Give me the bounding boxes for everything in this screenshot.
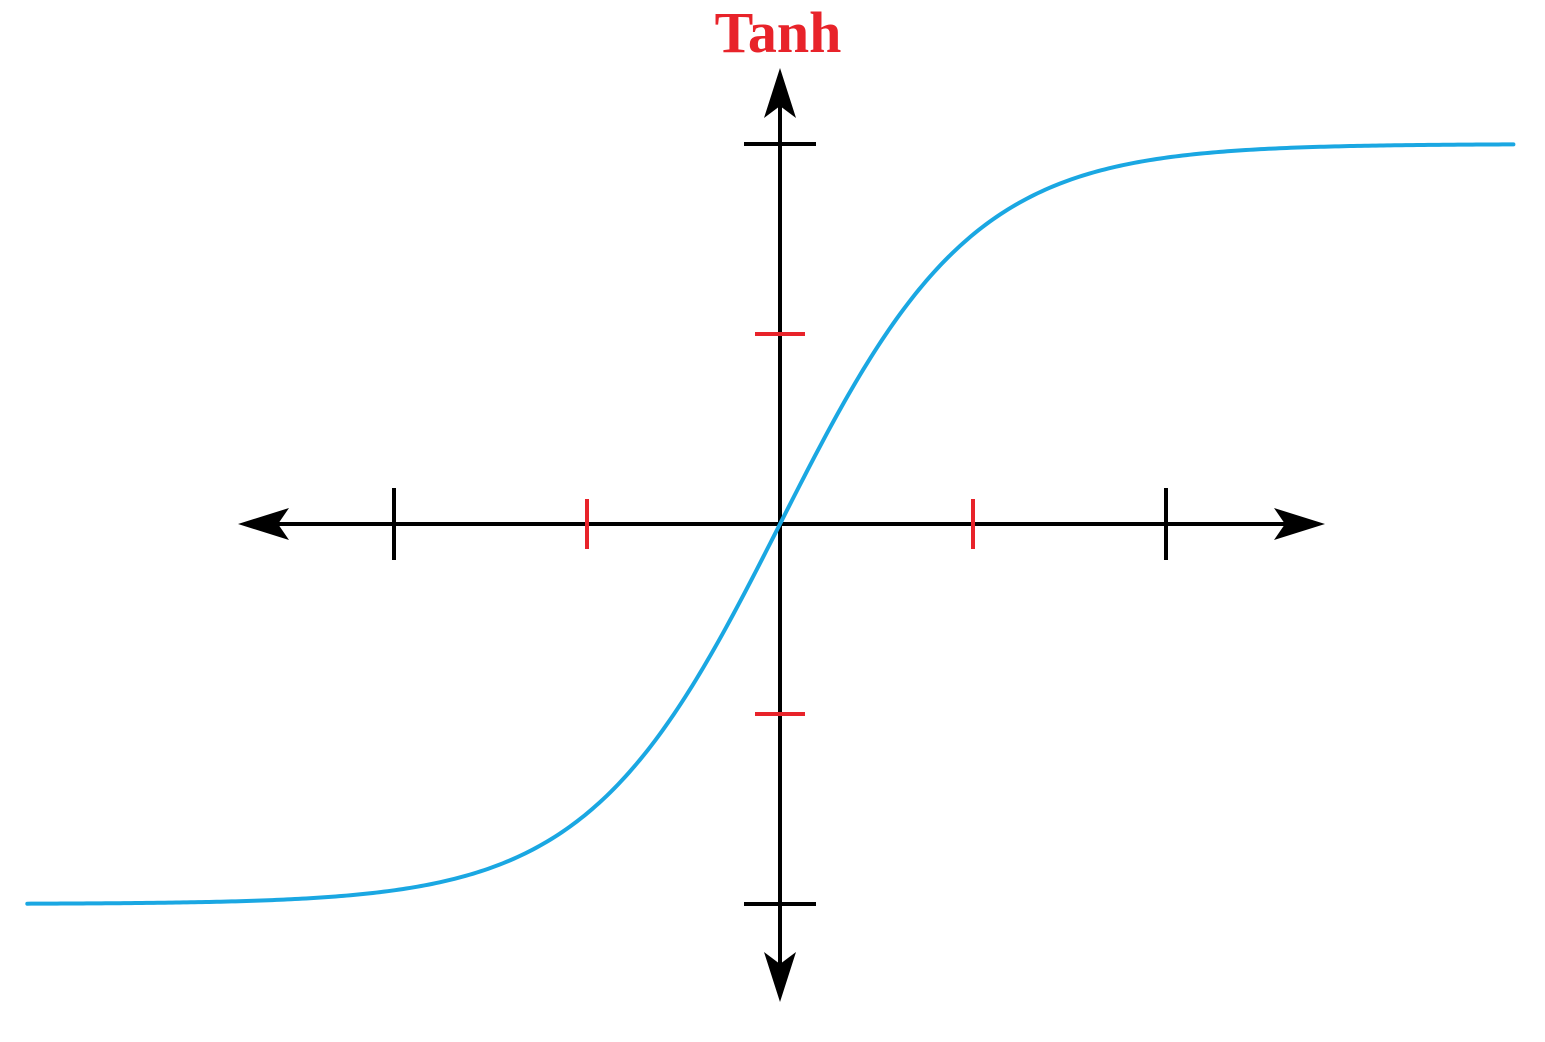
x-axis-left-arrow: [238, 508, 289, 540]
axes: [238, 68, 1325, 1002]
tanh-curve-line: [25, 142, 1516, 906]
chart-title: Tanh: [715, 0, 842, 65]
y-axis-top-arrow: [764, 68, 796, 118]
x-axis-right-arrow: [1274, 508, 1325, 540]
ticks: [392, 142, 1168, 906]
y-axis-bottom-arrow: [764, 952, 796, 1002]
